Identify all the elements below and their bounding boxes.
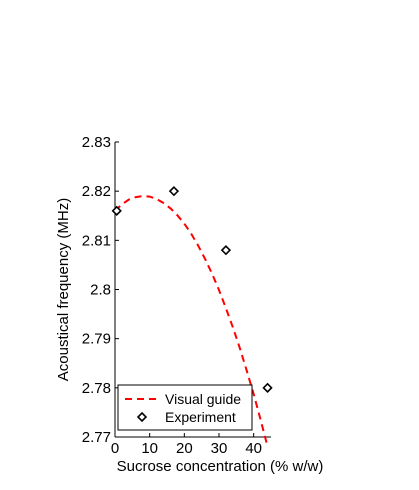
x-tick-label: 20 — [176, 440, 193, 457]
y-tick-label: 2.8 — [90, 282, 111, 299]
x-tick-label: 10 — [141, 440, 158, 457]
data-point-experiment — [262, 382, 273, 393]
series-line-visual-guide — [114, 195, 269, 447]
x-tick-label: 40 — [245, 440, 262, 457]
data-point-experiment — [168, 186, 180, 197]
data-point-experiment — [111, 205, 122, 216]
y-tick-label: 2.83 — [82, 134, 111, 151]
y-tick-label: 2.81 — [82, 232, 111, 249]
y-tick-label: 2.78 — [82, 380, 111, 397]
legend-swatch-experiment — [136, 411, 148, 423]
y-tick-label: 2.79 — [82, 331, 111, 348]
x-tick-label: 30 — [211, 440, 228, 457]
y-tick-label: 2.77 — [82, 429, 111, 446]
legend-box — [117, 384, 253, 431]
data-point-experiment — [220, 245, 232, 256]
x-tick-label: 0 — [111, 440, 119, 457]
legend-label-visual-guide: Visual guide — [165, 391, 241, 407]
y-axis-title: Acoustical frequency (MHz) — [55, 198, 72, 381]
y-tick-label: 2.82 — [82, 183, 111, 200]
legend-label-experiment: Experiment — [165, 409, 236, 425]
x-axis-title: Sucrose concentration (% w/w) — [117, 458, 324, 475]
